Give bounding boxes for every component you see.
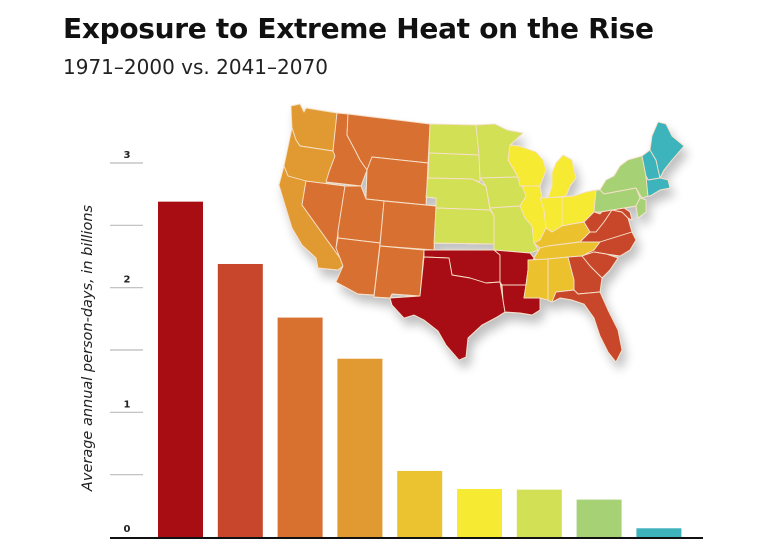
state-massachusetts-ct-ri <box>645 175 671 197</box>
map-region-mountain <box>301 112 437 299</box>
y-axis: 0 1 2 3 <box>110 150 143 535</box>
bar-2 <box>217 263 263 537</box>
y-tick-label: 2 <box>124 275 131 286</box>
map-region-south-central <box>389 249 541 361</box>
y-tick-label: 0 <box>124 524 131 535</box>
state-maine <box>649 121 685 179</box>
state-pennsylvania <box>593 187 641 213</box>
state-kansas <box>433 207 495 245</box>
chart-title: Exposure to Extreme Heat on the Rise <box>63 12 654 45</box>
y-tick-label: 1 <box>124 399 131 410</box>
us-map <box>278 103 685 363</box>
state-maryland <box>599 207 633 221</box>
state-colorado <box>379 200 437 251</box>
state-southdakota <box>427 152 481 183</box>
state-texas <box>389 256 506 361</box>
map-region-pacific <box>278 103 344 271</box>
bar-7 <box>516 489 562 537</box>
state-florida <box>551 289 623 363</box>
map-region-southeast <box>551 205 637 363</box>
map-region-plains <box>425 123 539 254</box>
state-mississippi <box>523 258 549 301</box>
bar-1 <box>158 201 203 537</box>
chart-subtitle: 1971–2000 vs. 2041–2070 <box>63 55 328 79</box>
bar-9 <box>636 528 682 537</box>
y-tick-label: 3 <box>124 150 131 161</box>
bar-4 <box>337 358 383 537</box>
state-arizona <box>335 237 381 296</box>
state-northdakota <box>428 123 480 156</box>
map-region-midwest <box>507 144 597 244</box>
state-northcarolina <box>581 231 637 257</box>
map-region-mid-atlantic <box>593 155 649 219</box>
bar-6 <box>457 489 502 537</box>
state-newmexico <box>373 245 425 299</box>
state-wyoming <box>365 156 429 206</box>
bars <box>158 201 682 537</box>
state-newjersey <box>635 197 647 219</box>
map-region-new-england <box>641 121 685 197</box>
state-michigan <box>547 154 577 199</box>
bar-5 <box>397 470 443 537</box>
bar-8 <box>576 499 622 537</box>
state-nebraska <box>425 177 491 211</box>
bar-3 <box>277 317 323 537</box>
